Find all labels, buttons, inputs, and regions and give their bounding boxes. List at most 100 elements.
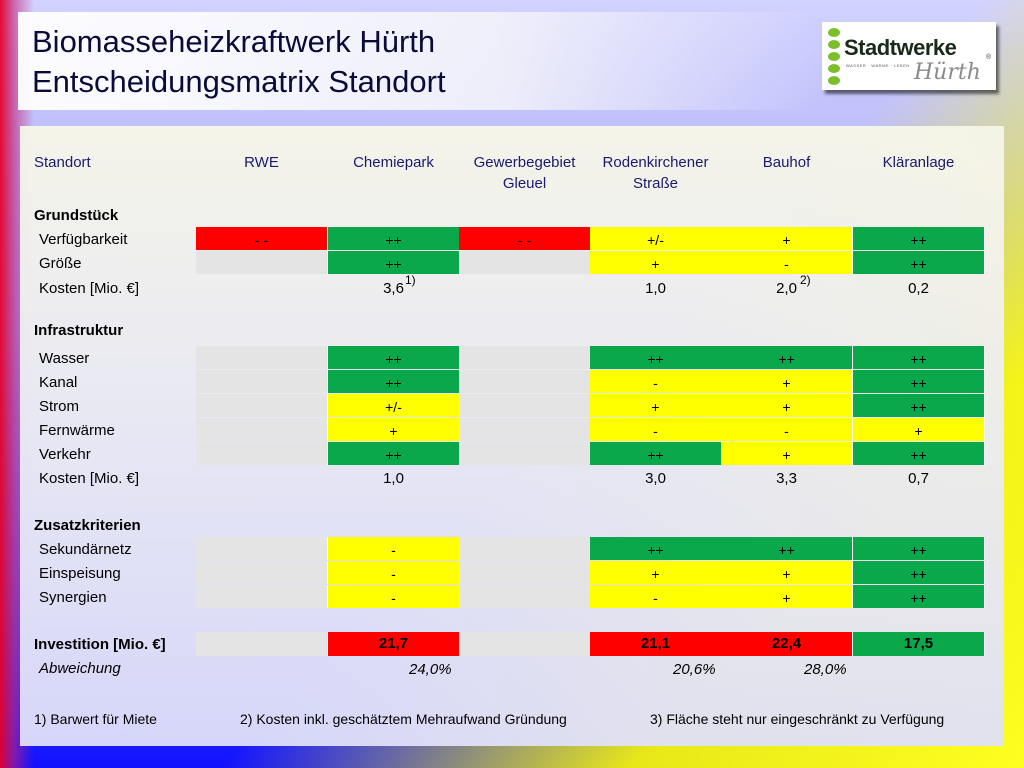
cell-verkehr-klaeranlage: ++ — [853, 442, 985, 465]
cell-verfu-gbarkeit-bauhof: + — [721, 227, 853, 250]
header-col-gewerbegebiet: Gewerbegebiet Gleuel — [473, 154, 576, 192]
cell-fernwa-rme-chemiepark: + — [328, 418, 460, 441]
kosten-value-rodenkirchener: 3,0 — [645, 470, 666, 487]
row-label-verkehr: Verkehr — [39, 446, 91, 463]
logo-tagline: WASSER · WÄRME · LEBEN — [846, 63, 910, 68]
cell-investition-mio-rwe — [196, 632, 328, 656]
abweichung-bauhof: 28,0% — [804, 661, 847, 678]
cell-sekunda-rnetz-klaeranlage: ++ — [853, 537, 985, 560]
row-label-kosten-grundstueck: Kosten [Mio. €] — [39, 280, 140, 297]
kosten-value-chemiepark: 3,6 — [383, 280, 404, 297]
logo-registered-mark: ® — [986, 54, 992, 61]
section-title-infrastruktur: Infrastruktur — [34, 322, 124, 339]
cell-verkehr-bauhof: + — [721, 442, 853, 465]
cell-gro-e-chemiepark: ++ — [328, 251, 460, 274]
cell-wasser-rwe — [196, 346, 328, 369]
row-label-fernwaerme: Fernwärme — [39, 422, 115, 439]
cell-fernwa-rme-bauhof: - — [721, 418, 853, 441]
section-title-zusatzkriterien: Zusatzkriterien — [34, 517, 141, 534]
stadtwerke-logo: Stadtwerke WASSER · WÄRME · LEBEN Hürth … — [822, 22, 996, 90]
cell-gro-e-gewerbegebiet — [459, 251, 591, 274]
cell-strom-rodenkirchener: + — [590, 394, 722, 417]
cell-verkehr-rodenkirchener: ++ — [590, 442, 722, 465]
cell-einspeisung-rodenkirchener: + — [590, 561, 722, 584]
logo-dots-icon — [827, 26, 841, 88]
cell-investition-mio-chemiepark: 21,7 — [328, 632, 460, 656]
kosten-value-klaeranlage: 0,7 — [908, 470, 929, 487]
section-title-grundstueck: Grundstück — [34, 207, 119, 224]
cell-gro-e-rwe — [196, 251, 328, 274]
cell-gro-e-rodenkirchener: + — [590, 251, 722, 274]
cell-einspeisung-gewerbegebiet — [459, 561, 591, 584]
row-label-kosten-infrastruktur: Kosten [Mio. €] — [39, 470, 140, 487]
footnote-ref-2: 2) — [800, 273, 811, 287]
cell-verkehr-rwe — [196, 442, 328, 465]
cell-einspeisung-klaeranlage: ++ — [853, 561, 985, 584]
kosten-value-bauhof: 3,3 — [776, 470, 797, 487]
row-label-abweichung: Abweichung — [39, 660, 121, 677]
kosten-value-klaeranlage: 0,2 — [908, 280, 929, 297]
cell-wasser-gewerbegebiet — [459, 346, 591, 369]
cell-sekunda-rnetz-bauhof: ++ — [721, 537, 853, 560]
cell-sekunda-rnetz-chemiepark: - — [328, 537, 460, 560]
footnote-3: 3) Fläche steht nur eingeschränkt zu Ver… — [650, 711, 945, 727]
cell-wasser-klaeranlage: ++ — [853, 346, 985, 369]
row-label-einspeisung: Einspeisung — [39, 565, 121, 582]
cell-kanal-rwe — [196, 370, 328, 393]
cell-verfu-gbarkeit-gewerbegebiet: - - — [459, 227, 591, 250]
cell-fernwa-rme-rwe — [196, 418, 328, 441]
cell-synergien-bauhof: + — [721, 585, 853, 608]
cell-synergien-gewerbegebiet — [459, 585, 591, 608]
abweichung-chemiepark: 24,0% — [409, 661, 452, 678]
cell-investition-mio-rodenkirchener: 21,1 — [590, 632, 722, 656]
footnote-1: 1) Barwert für Miete — [34, 711, 157, 727]
logo-city: Hürth — [914, 60, 981, 85]
cell-verfu-gbarkeit-rwe: - - — [196, 227, 328, 250]
footnote-2: 2) Kosten inkl. geschätztem Mehraufwand … — [240, 711, 567, 727]
cell-fernwa-rme-klaeranlage: + — [853, 418, 985, 441]
header-standort: Standort — [34, 154, 91, 171]
cell-kanal-rodenkirchener: - — [590, 370, 722, 393]
kosten-value-chemiepark: 1,0 — [383, 470, 404, 487]
header-col-rodenkirchener: Rodenkirchener Straße — [602, 154, 709, 192]
header-col-klaeranlage: Kläranlage — [882, 154, 955, 171]
cell-synergien-rwe — [196, 585, 328, 608]
row-label-kanal: Kanal — [39, 374, 78, 391]
cell-sekunda-rnetz-gewerbegebiet — [459, 537, 591, 560]
kosten-value-rodenkirchener: 1,0 — [645, 280, 666, 297]
footnote-ref-1: 1) — [405, 273, 416, 287]
cell-kanal-gewerbegebiet — [459, 370, 591, 393]
cell-verfu-gbarkeit-rodenkirchener: +/- — [590, 227, 722, 250]
cell-investition-mio-bauhof: 22,4 — [721, 632, 853, 656]
header-col-bauhof: Bauhof — [762, 154, 811, 171]
abweichung-rodenkirchener: 20,6% — [673, 661, 716, 678]
cell-verkehr-gewerbegebiet — [459, 442, 591, 465]
title-bar — [18, 12, 818, 110]
row-label-wasser: Wasser — [39, 350, 90, 367]
cell-fernwa-rme-gewerbegebiet — [459, 418, 591, 441]
cell-fernwa-rme-rodenkirchener: - — [590, 418, 722, 441]
cell-sekunda-rnetz-rodenkirchener: ++ — [590, 537, 722, 560]
cell-gro-e-bauhof: - — [721, 251, 853, 274]
cell-kanal-chemiepark: ++ — [328, 370, 460, 393]
row-label-synergien: Synergien — [39, 589, 107, 606]
kosten-value-bauhof: 2,0 — [776, 280, 797, 297]
row-label-groesse: Größe — [39, 255, 82, 272]
cell-wasser-rodenkirchener: ++ — [590, 346, 722, 369]
cell-einspeisung-bauhof: + — [721, 561, 853, 584]
cell-verkehr-chemiepark: ++ — [328, 442, 460, 465]
row-label-verfuegbarkeit: Verfügbarkeit — [39, 231, 128, 248]
cell-wasser-bauhof: ++ — [721, 346, 853, 369]
cell-einspeisung-chemiepark: - — [328, 561, 460, 584]
cell-investition-mio-klaeranlage: 17,5 — [853, 632, 985, 656]
cell-investition-mio-gewerbegebiet — [459, 632, 591, 656]
cell-gro-e-klaeranlage: ++ — [853, 251, 985, 274]
cell-strom-rwe — [196, 394, 328, 417]
slide-title-line2: Entscheidungsmatrix Standort — [32, 64, 446, 99]
cell-strom-klaeranlage: ++ — [853, 394, 985, 417]
slide-title-line1: Biomasseheizkraftwerk Hürth — [32, 24, 436, 59]
cell-kanal-bauhof: + — [721, 370, 853, 393]
cell-strom-bauhof: + — [721, 394, 853, 417]
cell-sekunda-rnetz-rwe — [196, 537, 328, 560]
cell-einspeisung-rwe — [196, 561, 328, 584]
